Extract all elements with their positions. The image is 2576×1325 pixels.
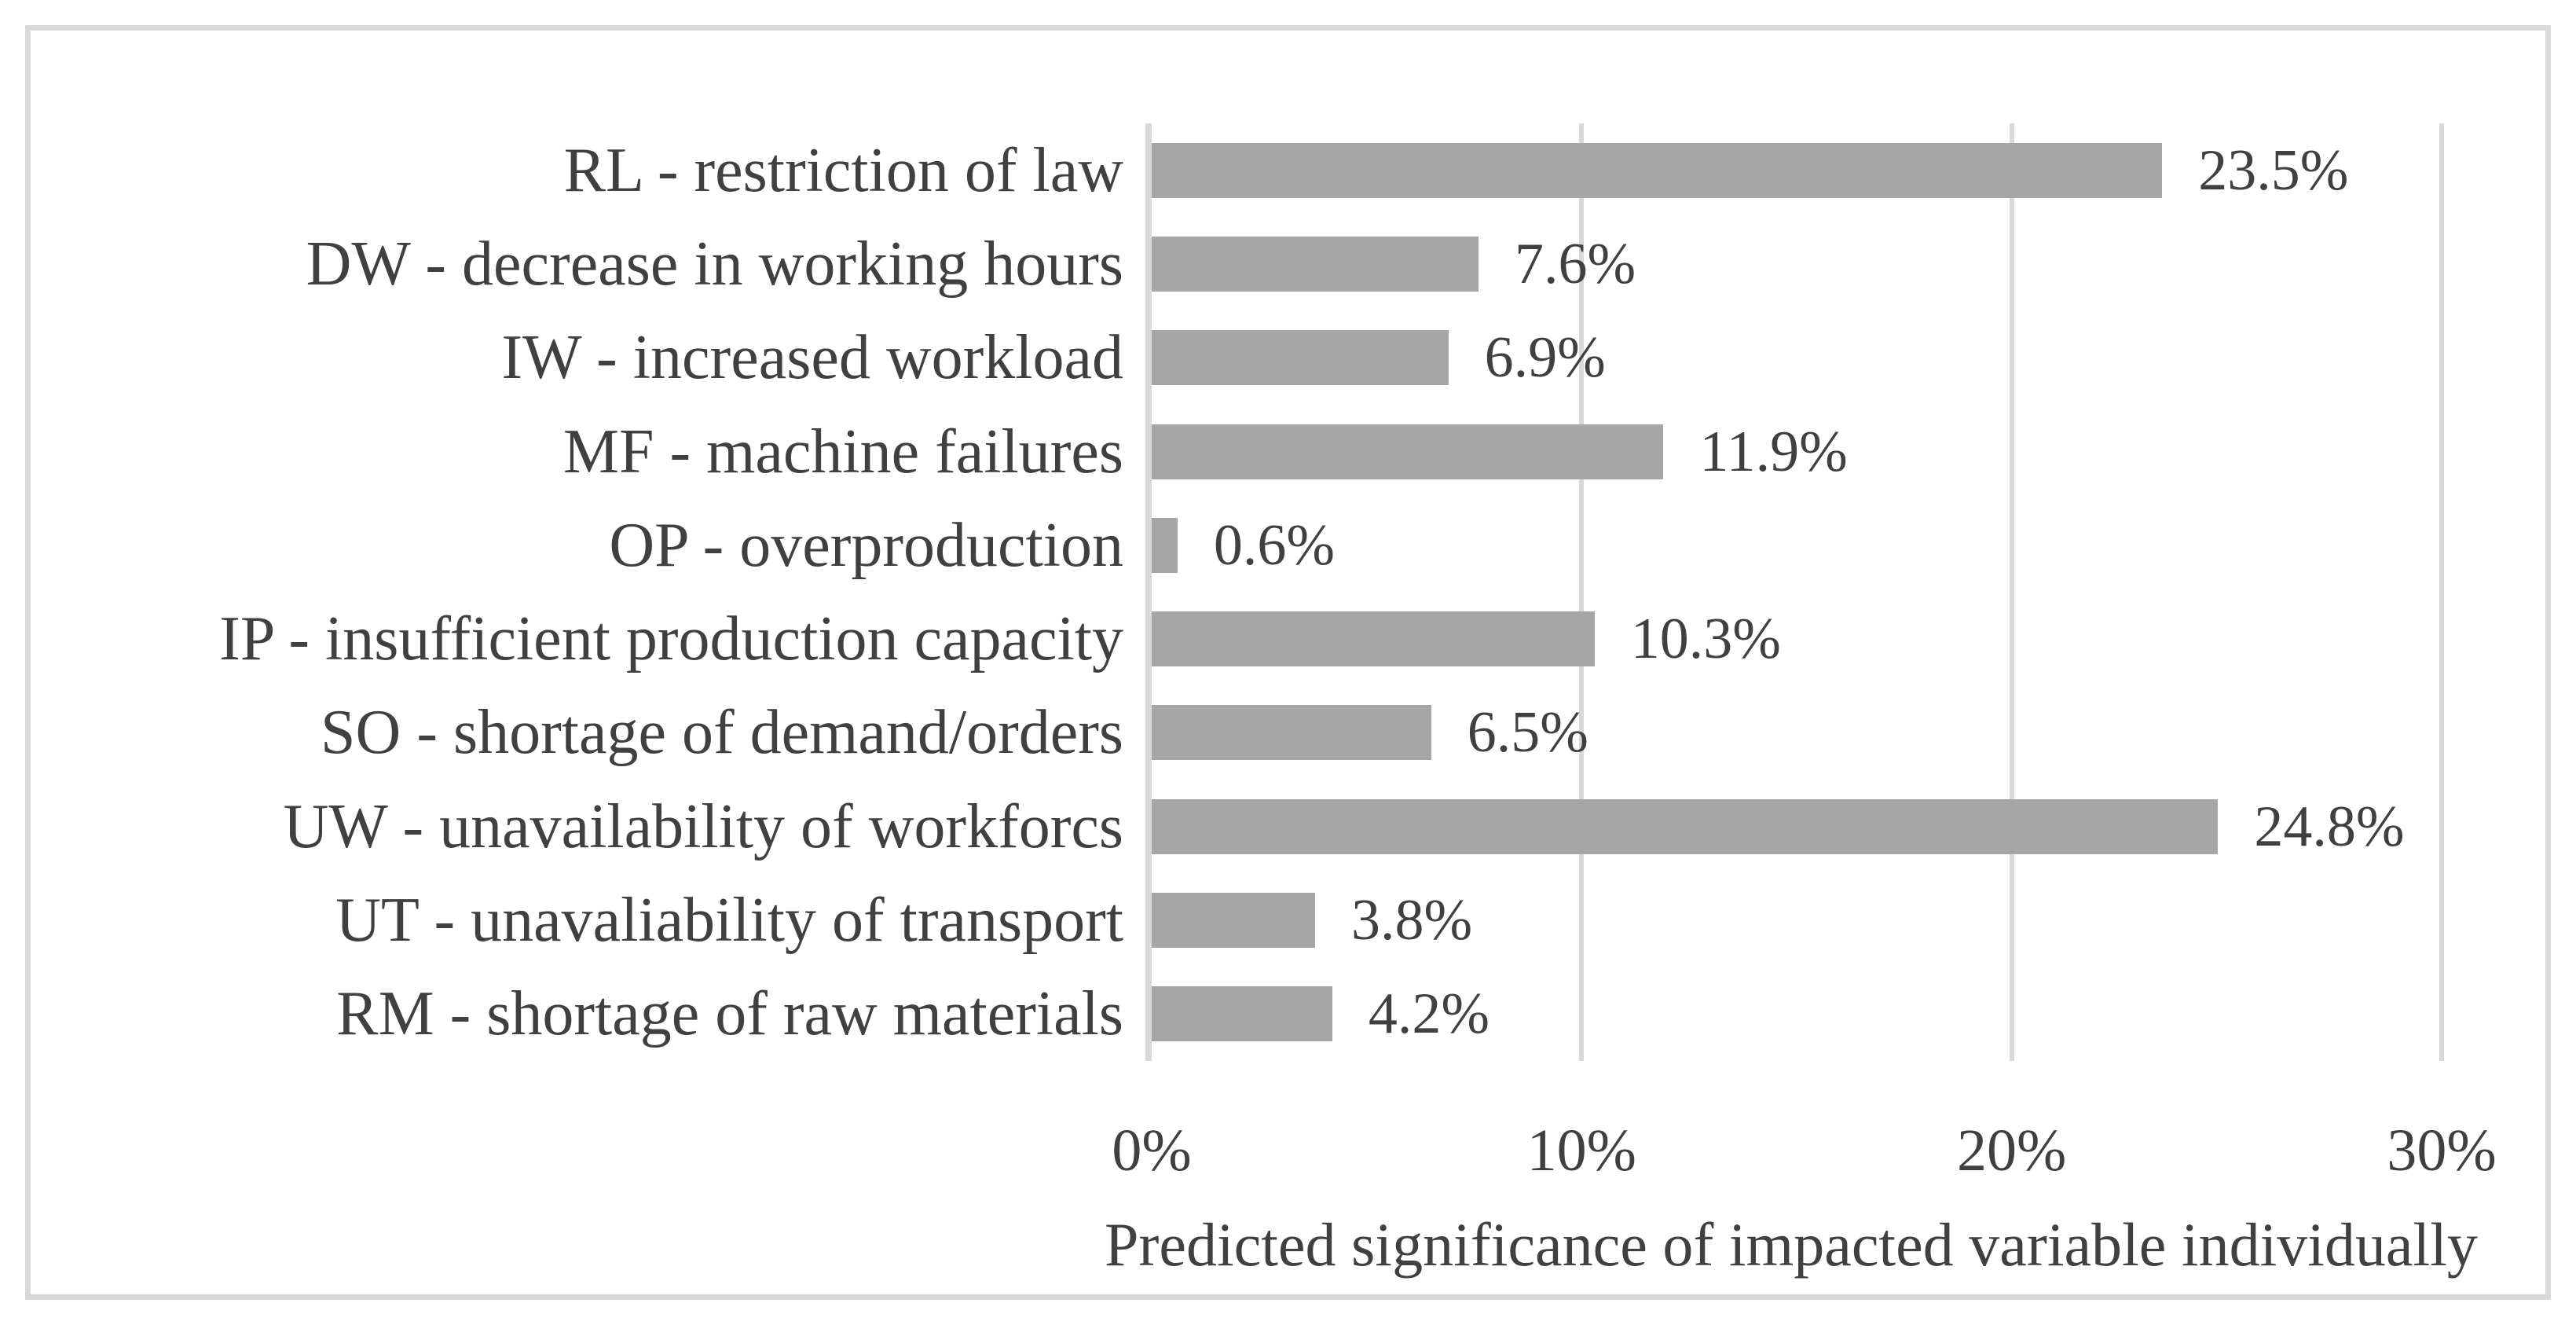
category-label: IP - insufficient production capacity xyxy=(219,604,1123,674)
value-label: 6.5% xyxy=(1467,700,1588,765)
value-label: 6.9% xyxy=(1484,325,1606,391)
category-label: MF - machine failures xyxy=(562,417,1123,486)
y-axis-line xyxy=(1145,123,1152,1061)
bar-row: 24.8% xyxy=(1152,780,2442,873)
bar-row: 3.8% xyxy=(1152,873,2442,967)
bar xyxy=(1152,142,2163,198)
bar-row: 0.6% xyxy=(1152,498,2442,592)
bar xyxy=(1152,611,1595,667)
bar xyxy=(1152,424,1664,479)
bar xyxy=(1152,798,2219,854)
bar xyxy=(1152,705,1431,761)
bar-rows: 23.5% 7.6% 6.9% 11.9% 0.6% 10.3% 6.5% 24.8% 3.8%… xyxy=(1152,123,2442,1061)
x-tick-label: 0% xyxy=(1112,1118,1192,1184)
category-label: UT - unavaliability of transport xyxy=(335,886,1123,956)
gridline xyxy=(1579,123,1585,1061)
category-label: UW - unavailability of workforcs xyxy=(283,791,1123,861)
figure-border xyxy=(25,25,2551,1300)
value-label: 24.8% xyxy=(2254,794,2405,859)
bar xyxy=(1152,330,1449,386)
bar-row: 4.2% xyxy=(1152,967,2442,1061)
bar-row: 7.6% xyxy=(1152,217,2442,310)
x-tick-label: 30% xyxy=(2387,1118,2497,1184)
bar-row: 6.5% xyxy=(1152,686,2442,780)
value-label: 11.9% xyxy=(1699,419,1848,484)
category-axis: RL - restriction of law DW - decrease in … xyxy=(39,123,1123,1061)
bar-row: 11.9% xyxy=(1152,405,2442,498)
x-axis-title: Predicted significance of impacted varia… xyxy=(1105,1210,2478,1279)
value-label: 10.3% xyxy=(1630,607,1781,672)
value-label: 4.2% xyxy=(1368,982,1490,1047)
x-tick-label: 20% xyxy=(1957,1118,2067,1184)
value-label: 7.6% xyxy=(1514,231,1636,296)
x-tick-label: 10% xyxy=(1526,1118,1636,1184)
category-label: IW - increased workload xyxy=(501,323,1123,393)
bar xyxy=(1152,517,1178,573)
category-label: DW - decrease in working hours xyxy=(306,229,1123,299)
x-axis-ticks: 0% 10% 20% 30% xyxy=(1112,1110,2496,1196)
value-label: 0.6% xyxy=(1213,512,1335,578)
bar xyxy=(1152,236,1479,292)
gridline xyxy=(2009,123,2014,1061)
gridline xyxy=(2439,123,2444,1061)
bar-row: 23.5% xyxy=(1152,123,2442,217)
bar xyxy=(1152,893,1315,949)
category-label: SO - shortage of demand/orders xyxy=(321,698,1123,768)
bar-row: 10.3% xyxy=(1152,592,2442,685)
bar xyxy=(1152,986,1332,1042)
value-label: 23.5% xyxy=(2198,138,2349,203)
value-label: 3.8% xyxy=(1350,888,1473,953)
category-label: OP - overproduction xyxy=(609,510,1123,580)
category-label: RL - restriction of law xyxy=(563,135,1123,205)
bar-row: 6.9% xyxy=(1152,311,2442,405)
category-label: RM - shortage of raw materials xyxy=(336,979,1123,1049)
plot-area: 23.5% 7.6% 6.9% 11.9% 0.6% 10.3% 6.5% 24.8% 3.8%… xyxy=(1145,123,2444,1061)
